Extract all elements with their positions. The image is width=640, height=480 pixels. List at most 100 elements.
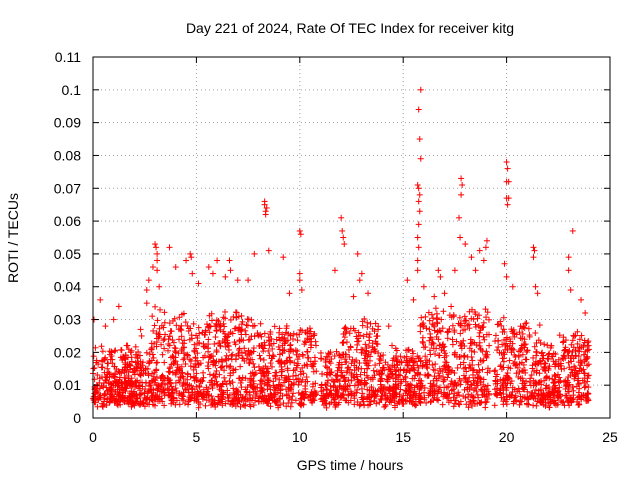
data-point-bg — [494, 321, 501, 328]
data-point-bg — [354, 399, 361, 406]
data-point-bg — [304, 327, 311, 334]
data-point-bg — [122, 380, 129, 387]
data-point-bg — [170, 360, 177, 367]
data-point — [582, 309, 589, 316]
data-point-bg — [485, 316, 492, 323]
data-point-bg — [203, 384, 210, 391]
data-point-bg — [339, 372, 346, 379]
data-point-bg — [476, 399, 483, 406]
data-point-bg — [456, 314, 463, 321]
data-point — [415, 198, 422, 205]
data-point-bg — [229, 379, 236, 386]
data-point-bg — [296, 331, 303, 338]
data-point-bg — [574, 340, 581, 347]
data-point-bg — [180, 310, 187, 317]
data-point-bg — [500, 391, 507, 398]
data-point-bg — [143, 349, 150, 356]
data-point-bg — [260, 356, 267, 363]
data-point-bg — [492, 373, 499, 380]
data-point-bg — [221, 330, 228, 337]
data-point-bg — [546, 404, 553, 411]
data-point-bg — [238, 349, 245, 356]
data-point-bg — [536, 370, 543, 377]
data-point-bg — [411, 388, 418, 395]
data-point — [145, 277, 152, 284]
y-tick-label: 0.04 — [54, 279, 81, 295]
data-point-bg — [427, 398, 434, 405]
data-point-bg — [169, 337, 176, 344]
data-point-bg — [159, 372, 166, 379]
data-point-bg — [330, 382, 337, 389]
data-point — [504, 165, 511, 172]
data-point-bg — [560, 355, 567, 362]
data-point — [441, 290, 448, 297]
data-point-bg — [375, 350, 382, 357]
data-point-bg — [508, 326, 515, 333]
data-point-bg — [450, 394, 457, 401]
data-point-bg — [512, 362, 519, 369]
data-point-bg — [469, 306, 476, 313]
data-point-bg — [356, 360, 363, 367]
data-point — [97, 296, 104, 303]
x-tick-label: 0 — [89, 429, 97, 445]
data-point-bg — [242, 375, 249, 382]
data-point-bg — [317, 350, 324, 357]
data-point-bg — [388, 370, 395, 377]
data-point-bg — [264, 400, 271, 407]
data-point-bg — [390, 355, 397, 362]
data-point-bg — [402, 397, 409, 404]
data-point — [214, 257, 221, 264]
data-point-bg — [323, 404, 330, 411]
data-point-bg — [293, 351, 300, 358]
data-point-bg — [448, 387, 455, 394]
data-point — [339, 227, 346, 234]
data-point-bg — [486, 342, 493, 349]
data-point-bg — [185, 328, 192, 335]
data-point-bg — [261, 330, 268, 337]
data-point — [451, 267, 458, 274]
data-point-bg — [426, 337, 433, 344]
data-point — [404, 277, 411, 284]
data-point — [532, 283, 539, 290]
data-point-bg — [301, 395, 308, 402]
data-point-bg — [148, 346, 155, 353]
data-point-bg — [440, 363, 447, 370]
y-tick-labels: 0 0.01 0.02 0.03 0.04 0.05 0.06 0.07 0.08 0.09 0.1… — [54, 49, 81, 426]
data-point-bg — [169, 369, 176, 376]
data-point — [296, 227, 303, 234]
data-point-bg — [149, 351, 156, 358]
data-point-bg — [582, 348, 589, 355]
data-point-bg — [417, 377, 424, 384]
data-point-bg — [371, 328, 378, 335]
y-tick-label: 0.1 — [62, 82, 82, 98]
data-point-bg — [521, 342, 528, 349]
data-point — [417, 155, 424, 162]
data-point-bg — [98, 343, 105, 350]
data-point-bg — [541, 377, 548, 384]
data-point-bg — [271, 323, 278, 330]
data-point-bg — [541, 392, 548, 399]
data-point-bg — [152, 303, 159, 310]
data-point — [154, 267, 161, 274]
data-point-bg — [173, 388, 180, 395]
data-point-bg — [303, 374, 310, 381]
data-point-bg — [208, 393, 215, 400]
data-point-bg — [155, 335, 162, 342]
data-points — [90, 86, 592, 411]
data-point-bg — [372, 320, 379, 327]
data-point-bg — [301, 338, 308, 345]
data-point-bg — [267, 328, 274, 335]
data-point-bg — [246, 360, 253, 367]
data-point-bg — [546, 350, 553, 357]
data-point-bg — [237, 363, 244, 370]
data-point-bg — [262, 363, 269, 370]
data-point-bg — [554, 394, 561, 401]
data-point-bg — [425, 309, 432, 316]
data-point-bg — [230, 369, 237, 376]
data-point-bg — [257, 355, 264, 362]
data-point-bg — [326, 401, 333, 408]
data-point-bg — [194, 335, 201, 342]
data-point-bg — [441, 347, 448, 354]
data-point-bg — [495, 344, 502, 351]
data-point-bg — [375, 323, 382, 330]
